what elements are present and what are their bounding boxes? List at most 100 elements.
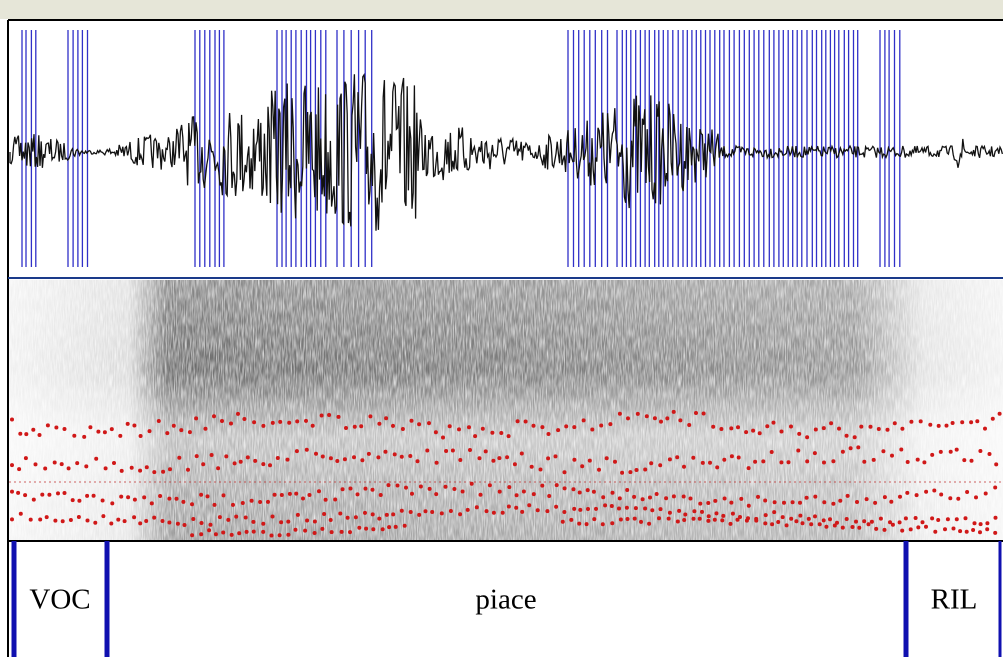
- formant-point: [538, 467, 543, 472]
- formant-point: [439, 511, 444, 516]
- formant-point: [628, 470, 633, 475]
- formant-point: [132, 423, 137, 428]
- formant-point: [856, 445, 861, 450]
- formant-point: [24, 432, 29, 437]
- formant-point: [149, 501, 154, 506]
- formant-point: [156, 419, 161, 423]
- formant-point: [237, 531, 242, 536]
- formant-point: [845, 493, 850, 498]
- formant-point: [700, 509, 704, 514]
- formant-point: [304, 447, 309, 452]
- formant-point: [983, 491, 988, 496]
- formant-point: [779, 429, 784, 434]
- formant-point: [899, 447, 904, 452]
- formant-point: [736, 455, 741, 460]
- formant-point: [905, 490, 910, 495]
- formant-point: [711, 424, 716, 429]
- formant-point: [109, 521, 114, 526]
- formant-point: [610, 490, 615, 495]
- formant-point: [924, 489, 929, 494]
- formant-point: [835, 520, 839, 525]
- formant-point: [175, 521, 180, 526]
- formant-point: [840, 449, 845, 454]
- formant-point: [37, 433, 42, 437]
- formant-point: [804, 495, 809, 500]
- formant-point: [784, 523, 789, 528]
- formant-point: [505, 455, 510, 460]
- formant-point: [715, 465, 720, 470]
- formant-point: [213, 532, 218, 537]
- formant-point: [336, 414, 341, 419]
- formant-point: [948, 449, 953, 454]
- formant-point: [692, 509, 697, 514]
- formant-point: [771, 420, 776, 425]
- formant-point: [924, 524, 928, 529]
- formant-point: [854, 519, 858, 524]
- formant-point: [85, 493, 90, 498]
- formant-point: [327, 413, 332, 417]
- formant-point: [60, 519, 65, 524]
- formant-point: [562, 470, 567, 475]
- formant-point: [918, 419, 923, 424]
- formant-point: [177, 455, 182, 460]
- formant-point: [500, 510, 505, 515]
- formant-point: [310, 423, 315, 428]
- formant-point: [368, 414, 373, 419]
- formant-point: [320, 526, 325, 531]
- formant-point: [261, 423, 266, 428]
- formant-point: [610, 521, 615, 526]
- formant-point: [800, 521, 805, 526]
- formant-point: [287, 491, 292, 496]
- formant-point: [238, 459, 243, 464]
- formant-point: [599, 423, 604, 428]
- formant-point: [427, 421, 431, 426]
- formant-point: [720, 518, 725, 523]
- formant-point: [640, 497, 645, 502]
- formant-point: [519, 451, 524, 456]
- formant-point: [965, 490, 970, 494]
- formant-point: [763, 513, 768, 518]
- formant-point: [70, 498, 75, 503]
- formant-point: [391, 512, 396, 517]
- formant-point: [746, 503, 751, 508]
- formant-point: [408, 454, 413, 458]
- formant-point: [688, 496, 693, 501]
- formant-point: [594, 506, 598, 511]
- formant-point: [993, 515, 998, 520]
- formant-point: [852, 435, 857, 440]
- formant-point: [613, 459, 617, 464]
- formant-point: [82, 434, 87, 439]
- formant-point: [900, 426, 905, 431]
- formant-point: [632, 494, 637, 499]
- formant-point: [85, 518, 90, 523]
- formant-point: [562, 510, 567, 514]
- formant-point: [932, 488, 937, 493]
- formant-point: [338, 511, 343, 516]
- formant-point: [545, 509, 550, 514]
- formant-point: [286, 519, 291, 524]
- formant-point: [987, 452, 992, 456]
- formant-point: [465, 507, 470, 512]
- formant-point: [639, 519, 643, 524]
- formant-point: [408, 510, 413, 514]
- formant-point: [452, 487, 457, 491]
- formant-point: [859, 424, 864, 429]
- formant-point: [675, 455, 680, 460]
- formant-point: [554, 504, 559, 509]
- formant-point: [383, 449, 388, 454]
- formant-point: [68, 518, 73, 522]
- formant-point: [443, 484, 448, 489]
- formant-point: [648, 495, 652, 500]
- formant-point: [763, 498, 768, 503]
- formant-point: [363, 486, 368, 491]
- formant-point: [387, 525, 392, 530]
- formant-point: [125, 421, 130, 426]
- formant-point: [956, 496, 961, 501]
- formant-point: [592, 517, 597, 522]
- formant-point: [144, 465, 149, 470]
- formant-point: [871, 457, 876, 462]
- formant-point: [797, 431, 802, 436]
- formant-point: [990, 416, 995, 421]
- formant-point: [562, 486, 567, 491]
- formant-point: [649, 461, 654, 466]
